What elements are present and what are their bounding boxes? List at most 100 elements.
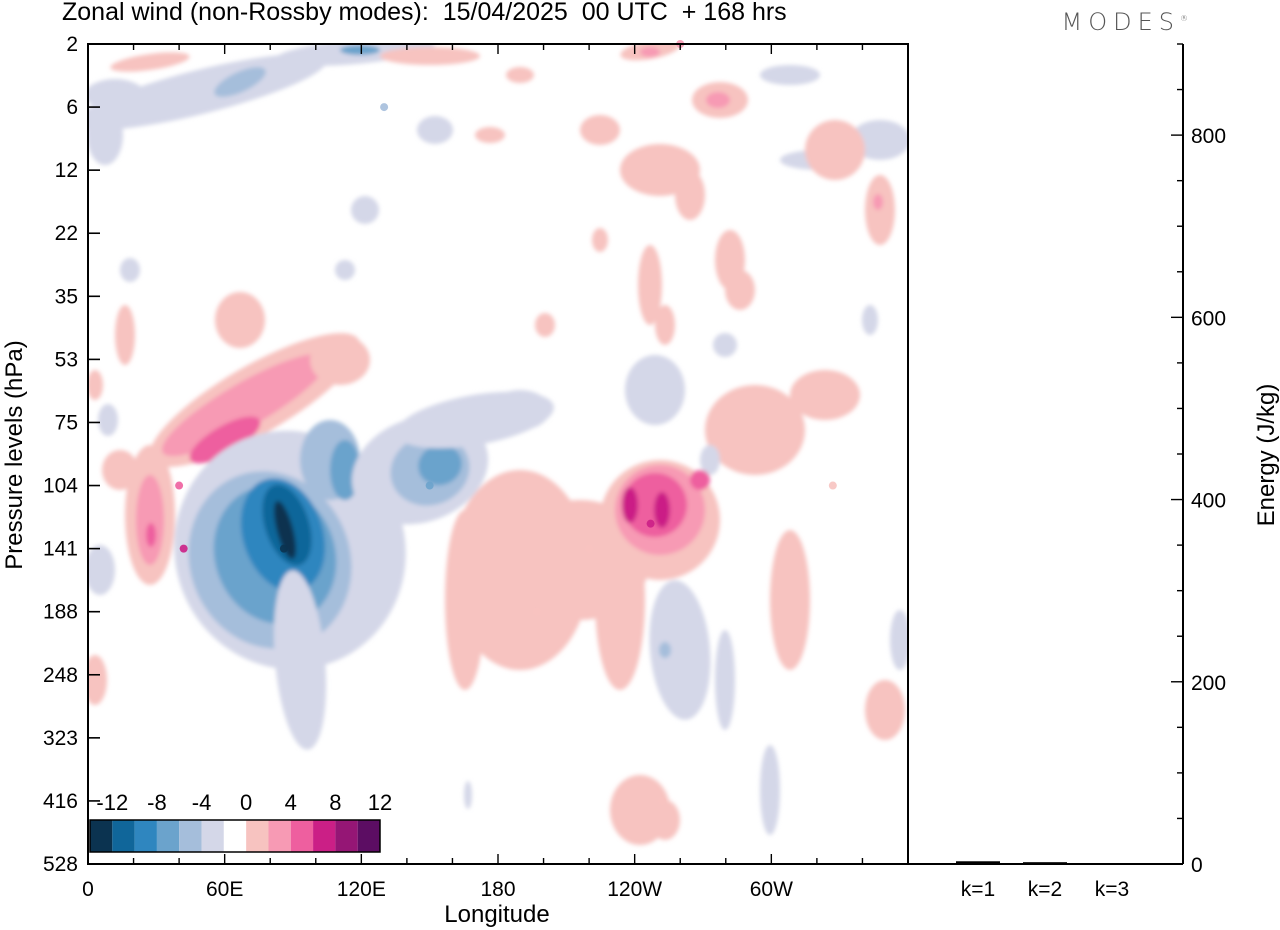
x-tick-label: 60W (750, 878, 793, 901)
chart-title: Zonal wind (non-Rossby modes): 15/04/202… (62, 0, 787, 26)
colorbar-label: -4 (192, 790, 212, 815)
colorbar-swatch (290, 820, 314, 852)
colorbar-label: 4 (285, 790, 297, 815)
contour-region (706, 92, 730, 108)
contour-region (760, 65, 820, 85)
energy-bar (956, 861, 1000, 864)
colorbar-swatch (201, 820, 224, 852)
colorbar-swatch (335, 820, 358, 852)
colorbar-label: 12 (368, 790, 392, 815)
y-tick-label: 323 (43, 727, 78, 750)
y-tick-label: 22 (55, 222, 78, 245)
contour-region (650, 800, 680, 840)
contour-region (274, 500, 296, 560)
contour-region (622, 487, 638, 523)
x-axis-longitude: 0 60E 120E 180 120W 60W (82, 44, 909, 901)
contour-region (335, 260, 355, 280)
contour-region (865, 680, 905, 740)
wavenumber-label: k=2 (1028, 878, 1062, 901)
contour-region (380, 47, 480, 65)
contour-region (88, 370, 103, 400)
contour-region (625, 355, 685, 425)
data-feature (425, 481, 434, 490)
y-tick-label: 35 (55, 285, 78, 308)
data-feature (279, 544, 288, 553)
data-feature (532, 607, 541, 616)
colorbar-frame (89, 819, 381, 853)
contour-region (161, 353, 329, 457)
contour-region (214, 67, 266, 97)
contour-region (102, 450, 138, 490)
contour-region (862, 305, 878, 335)
brand-name: MODES (1061, 8, 1180, 36)
contour-region (88, 545, 115, 595)
colorbar-label: 0 (240, 790, 252, 815)
wavenumber-labels: k=1 k=2 k=3 (961, 878, 1129, 901)
contour-region (215, 292, 265, 348)
y-axis-energy: 0 200 400 600 800 (1171, 43, 1226, 877)
contour-region (715, 630, 735, 730)
contour-region (88, 79, 145, 111)
colorbar-label: 8 (329, 790, 341, 815)
contour-region (136, 475, 164, 565)
colorbar: -12 -8 -4 0 4 8 12 (86, 786, 392, 858)
colorbar-swatch (268, 820, 291, 852)
colorbar-swatch (179, 820, 202, 852)
contour-region (760, 745, 780, 835)
contour-region (273, 570, 327, 750)
data-feature (658, 796, 666, 805)
energy-tick-label: 600 (1191, 307, 1226, 330)
data-feature (585, 544, 594, 553)
contour-region (88, 655, 107, 705)
y-tick-label: 12 (55, 159, 78, 182)
contour-region (535, 313, 555, 337)
contour-region (640, 47, 660, 57)
x-tick-label: 60E (206, 878, 243, 901)
energy-tick-label: 800 (1191, 125, 1226, 148)
heatmap-panel: -12 -8 -4 0 4 8 12 2 6 12 22 35 53 75 104 141 188 248 323… (1, 33, 909, 928)
x-axis-label: Longitude (444, 901, 549, 928)
contour-region (690, 470, 710, 490)
x-tick-label: 0 (82, 878, 94, 901)
contour-region (655, 305, 675, 345)
contour-region (464, 781, 472, 809)
contour-region (110, 52, 190, 72)
wavenumber-label: k=1 (961, 878, 995, 901)
data-feature (175, 481, 184, 490)
x-tick-label: 180 (480, 878, 515, 901)
contour-region (351, 196, 379, 224)
contour-field (88, 44, 908, 845)
contour-region (418, 444, 462, 486)
contour-region (88, 105, 123, 165)
contour-region (580, 115, 620, 145)
contour-region (790, 370, 860, 420)
contour-region (506, 67, 534, 83)
contour-region (675, 170, 705, 220)
contour-region (805, 120, 865, 180)
y-tick-label: 2 (66, 33, 78, 56)
contour-region (700, 445, 720, 475)
contour-region (490, 390, 550, 430)
colorbar-swatch (90, 820, 113, 852)
colorbar-swatch (134, 820, 157, 852)
contour-region (873, 194, 883, 210)
contour-region (654, 492, 670, 528)
y-tick-label: 53 (55, 348, 78, 371)
contour-region (189, 416, 261, 464)
y-tick-label: 416 (43, 790, 78, 813)
contour-region (592, 228, 608, 252)
y-tick-label: 141 (43, 538, 78, 561)
colorbar-swatch (223, 820, 247, 852)
brand-registered-mark: ® (1180, 14, 1188, 23)
colorbar-swatch (357, 820, 380, 852)
contour-region (98, 404, 118, 436)
y-tick-label: 528 (43, 853, 78, 876)
data-feature (380, 103, 389, 112)
contour-region (649, 580, 711, 720)
y-tick-label: 248 (43, 664, 78, 687)
data-feature (828, 481, 837, 490)
y-tick-label: 6 (66, 96, 78, 119)
contour-region (865, 175, 895, 245)
contour-region (120, 258, 140, 282)
